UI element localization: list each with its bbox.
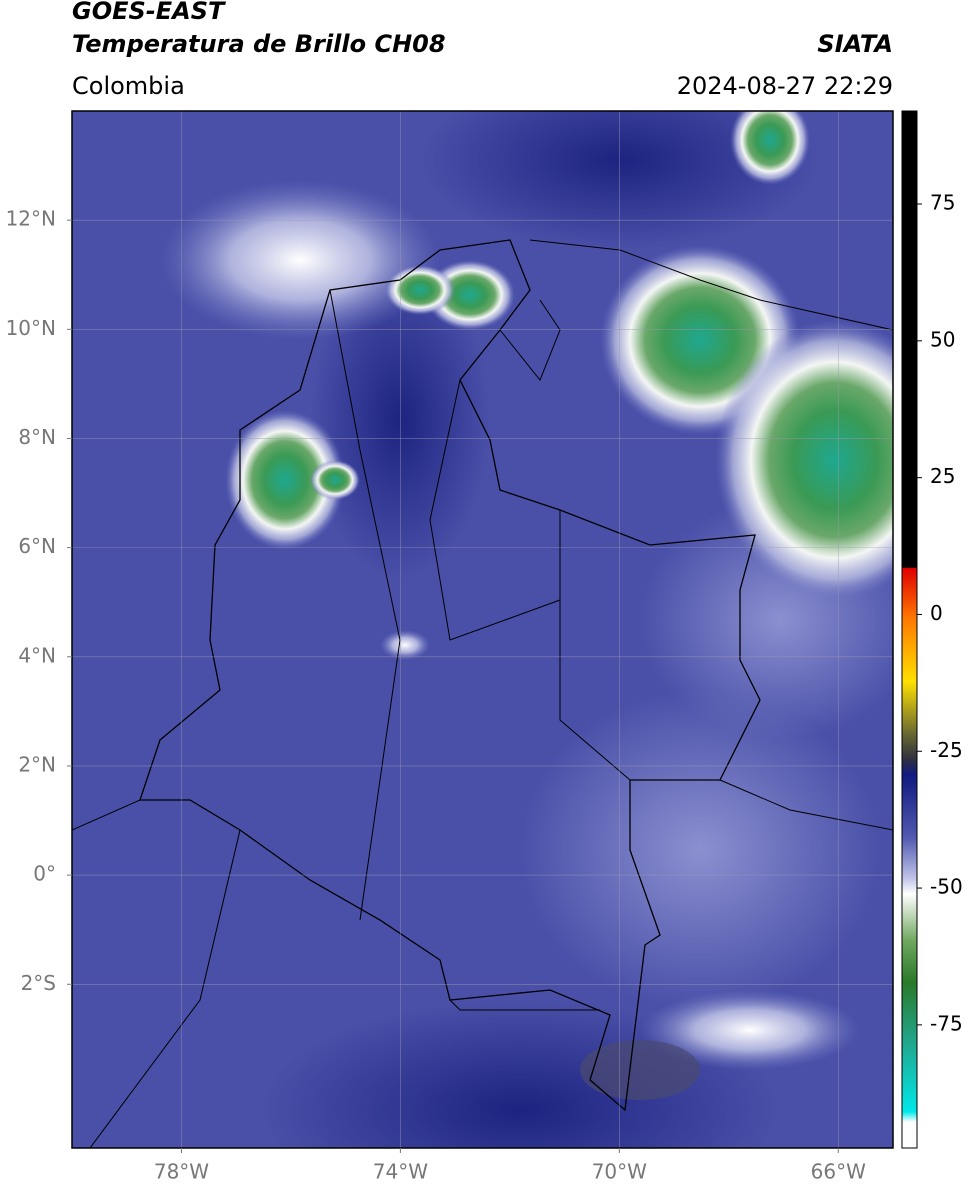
colorbar-tick-label: -25 xyxy=(930,738,963,762)
lat-tick-label: 8°N xyxy=(18,425,56,449)
lat-tick-label: 2°N xyxy=(18,752,56,776)
lat-tick-label: 0° xyxy=(33,862,56,886)
colorbar-tick-label: -50 xyxy=(930,875,963,899)
lat-tick-label: 6°N xyxy=(18,534,56,558)
lat-tick-label: 12°N xyxy=(6,207,56,231)
source: SIATA xyxy=(817,30,893,58)
colorbar-tick-label: 50 xyxy=(930,327,955,351)
title: Temperatura de Brillo CH08 xyxy=(72,30,446,58)
lat-tick-label: 2°S xyxy=(21,971,56,995)
datetime: 2024-08-27 22:29 xyxy=(677,72,893,100)
colorbar-tick-label: 0 xyxy=(930,601,943,625)
title: GOES-EAST xyxy=(72,0,226,25)
lon-tick-label: 66°W xyxy=(811,1160,866,1184)
colorbar-tick-label: -75 xyxy=(930,1011,963,1035)
lon-tick-label: 70°W xyxy=(592,1160,647,1184)
lat-tick-label: 4°N xyxy=(18,643,56,667)
lat-tick-label: 10°N xyxy=(6,316,56,340)
colorbar xyxy=(901,110,918,1149)
satellite-image xyxy=(72,111,893,1148)
colorbar-tick-label: 75 xyxy=(930,191,955,215)
colorbar-tick-label: 25 xyxy=(930,464,955,488)
map-frame xyxy=(71,110,894,1149)
lon-tick-label: 74°W xyxy=(373,1160,428,1184)
region: Colombia xyxy=(72,72,185,100)
lon-tick-label: 78°W xyxy=(154,1160,209,1184)
